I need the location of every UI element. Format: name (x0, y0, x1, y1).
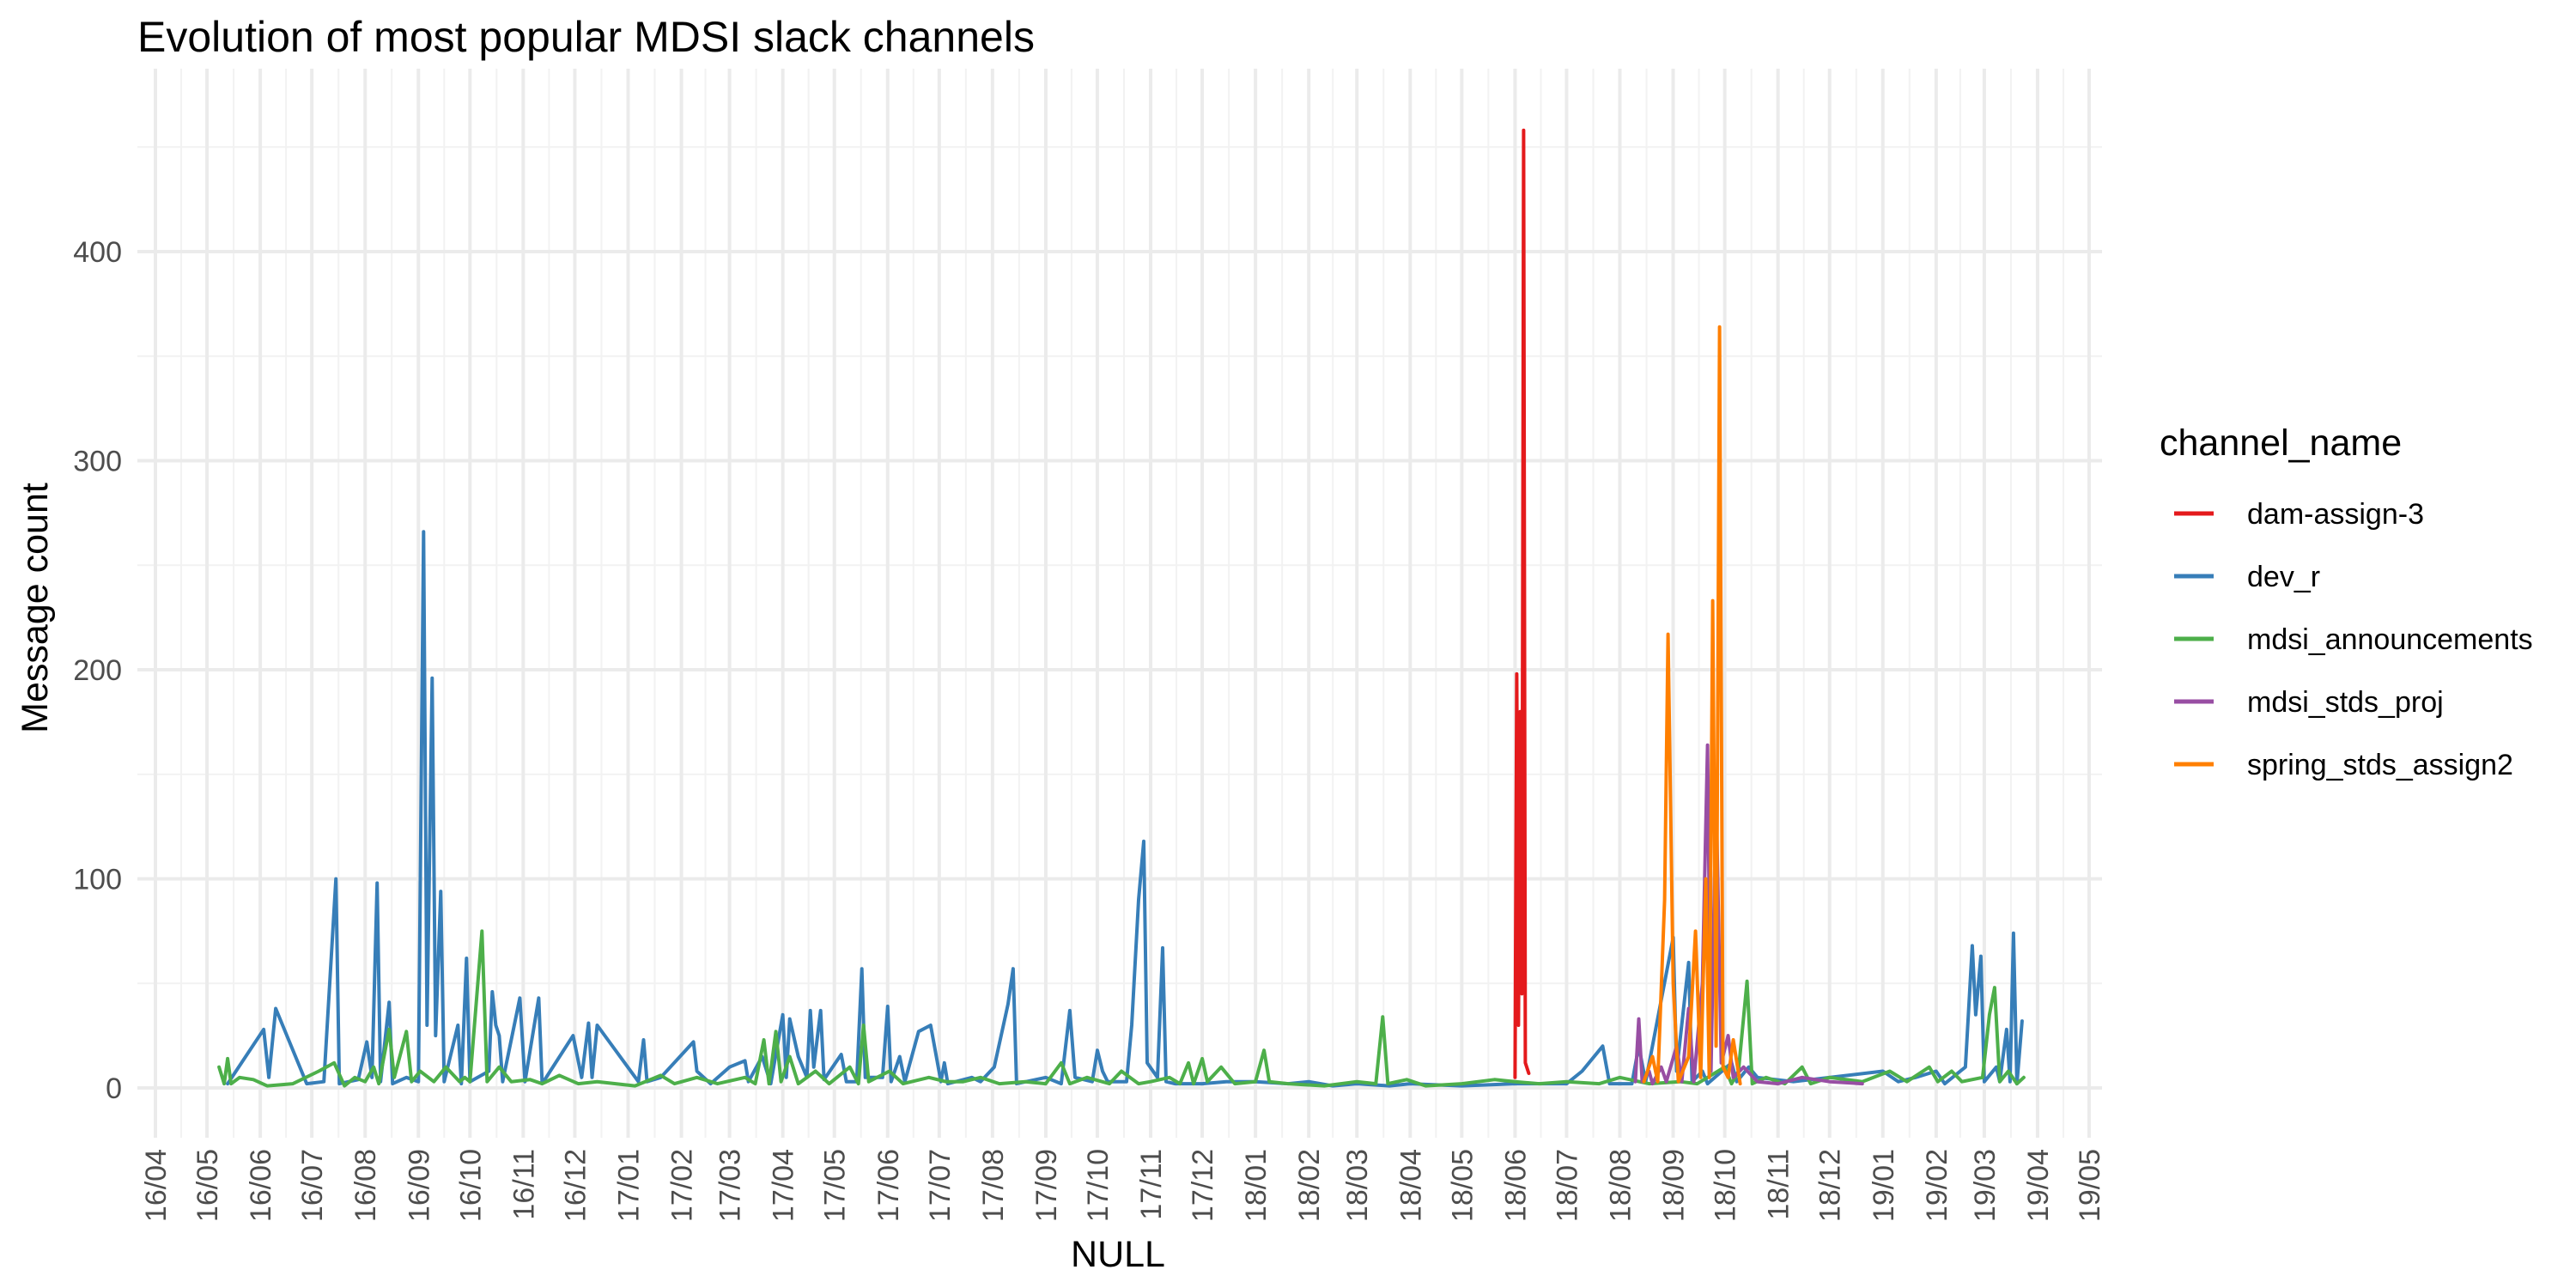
x-tick-label: 16/09 (403, 1149, 435, 1222)
y-axis-title: Message count (15, 483, 56, 733)
x-tick-label: 16/05 (191, 1149, 224, 1222)
x-tick-label: 16/04 (140, 1149, 173, 1222)
x-tick-label: 18/09 (1658, 1149, 1691, 1222)
x-axis-title: NULL (1071, 1234, 1165, 1275)
x-tick-label: 17/11 (1135, 1149, 1168, 1220)
legend-item: dev_r (2174, 561, 2320, 593)
series-line-mdsi_stds_proj (1633, 743, 1864, 1086)
legend-item: spring_stds_assign2 (2174, 749, 2513, 781)
legend-label: spring_stds_assign2 (2247, 749, 2513, 781)
x-tick-label: 18/12 (1814, 1149, 1847, 1222)
legend-title: channel_name (2160, 422, 2402, 464)
x-tick-label: 18/03 (1341, 1149, 1374, 1222)
x-tick-label: 17/09 (1030, 1149, 1063, 1222)
x-tick-label: 17/06 (872, 1149, 905, 1222)
x-tick-label: 16/11 (507, 1149, 540, 1220)
x-tick-label: 19/05 (2074, 1149, 2106, 1222)
x-tick-label: 19/02 (1921, 1149, 1953, 1222)
x-tick-label: 18/05 (1446, 1149, 1479, 1222)
y-tick-label: 0 (106, 1072, 122, 1105)
legend-label: mdsi_stds_proj (2247, 686, 2444, 719)
legend-item: dam-assign-3 (2174, 498, 2424, 531)
x-tick-label: 17/08 (977, 1149, 1010, 1222)
x-tick-label: 18/08 (1605, 1149, 1637, 1222)
legend-label: dev_r (2247, 561, 2320, 593)
x-tick-label: 17/05 (819, 1149, 852, 1222)
legend-items: dam-assign-3 dev_r mdsi_announcements mdsi_… (2174, 498, 2533, 781)
y-tick-label: 400 (73, 236, 122, 269)
x-tick-label: 17/02 (666, 1149, 699, 1222)
x-tick-labels: 16/04 16/05 16/06 16/07 16/08 16/09 16/10 16/11… (140, 1149, 2106, 1222)
legend-item: mdsi_announcements (2174, 623, 2533, 656)
x-tick-label: 18/04 (1394, 1149, 1427, 1222)
x-tick-label: 16/12 (559, 1149, 592, 1222)
legend-item: mdsi_stds_proj (2174, 686, 2444, 719)
x-tick-label: 18/10 (1710, 1149, 1742, 1222)
x-tick-label: 19/03 (1969, 1149, 2002, 1222)
x-tick-label: 18/06 (1499, 1149, 1532, 1222)
x-tick-label: 18/11 (1763, 1149, 1795, 1220)
y-tick-label: 300 (73, 446, 122, 478)
x-tick-label: 16/08 (349, 1149, 382, 1222)
x-tick-label: 19/01 (1868, 1149, 1900, 1222)
x-tick-label: 16/10 (454, 1149, 487, 1222)
legend-label: dam-assign-3 (2247, 498, 2424, 531)
legend: channel_name dam-assign-3 dev_r mdsi_annou… (2160, 422, 2533, 781)
series-line-mdsi_announcements (217, 929, 2026, 1088)
x-tick-label: 16/06 (245, 1149, 277, 1222)
minor-gridlines (137, 69, 2102, 1138)
x-tick-label: 17/01 (612, 1149, 645, 1222)
x-tick-label: 17/07 (924, 1149, 957, 1222)
x-tick-label: 18/01 (1240, 1149, 1273, 1222)
x-tick-label: 16/07 (296, 1149, 329, 1222)
legend-label: mdsi_announcements (2247, 623, 2533, 656)
y-tick-label: 200 (73, 654, 122, 687)
x-tick-label: 17/04 (768, 1149, 800, 1222)
x-tick-label: 18/07 (1551, 1149, 1583, 1222)
series-line-spring_stds_assign2 (1642, 325, 1742, 1086)
x-tick-label: 18/02 (1293, 1149, 1326, 1222)
series-line-dam-assign-3 (1513, 128, 1531, 1079)
x-tick-label: 17/10 (1082, 1149, 1115, 1222)
x-tick-label: 17/03 (714, 1149, 747, 1222)
x-tick-label: 19/04 (2022, 1149, 2055, 1222)
major-gridlines (137, 69, 2102, 1138)
x-tick-label: 17/12 (1187, 1149, 1219, 1222)
chart-title: Evolution of most popular MDSI slack cha… (137, 13, 1035, 61)
y-tick-label: 100 (73, 864, 122, 896)
y-tick-labels: 0 100 200 300 400 (73, 236, 122, 1105)
series-layer (217, 128, 2026, 1088)
